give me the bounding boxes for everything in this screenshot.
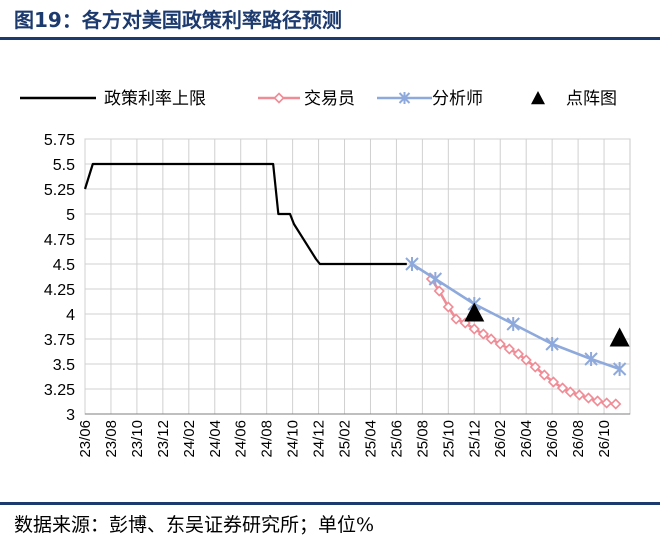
plot-frame (84, 138, 631, 415)
x-tick-label: 26/06 (544, 420, 561, 458)
x-tick-label: 25/08 (414, 420, 431, 458)
x-tick-label: 23/08 (103, 420, 120, 458)
y-tick-label: 3.25 (44, 382, 75, 399)
y-tick-label: 3 (66, 407, 75, 424)
diamond-marker (520, 354, 532, 366)
y-tick-label: 5.75 (44, 132, 75, 149)
x-tick-label: 25/02 (337, 420, 354, 458)
x-marker (584, 352, 598, 366)
gridlines (84, 138, 631, 415)
series-line (83, 162, 407, 266)
x-marker (428, 272, 443, 286)
triangle-marker (609, 327, 630, 347)
x-marker (506, 317, 520, 331)
diamond-marker (538, 369, 550, 381)
y-tick-label: 3.5 (53, 357, 75, 374)
diamond-marker (564, 386, 576, 398)
x-tick-label: 26/02 (492, 420, 509, 458)
x-axis-ticks: 23/06 23/08 23/10 23/12 24/02 24/04 24/06 24/08… (77, 420, 613, 458)
x-tick-label: 23/06 (77, 420, 94, 458)
x-marker (405, 257, 419, 271)
x-marker (545, 337, 559, 351)
x-tick-label: 26/04 (518, 420, 535, 458)
x-marker (398, 92, 411, 104)
x-tick-label: 25/04 (362, 420, 379, 458)
diamond-marker (582, 392, 595, 404)
data-source-note: 数据来源：彭博、东吴证券研究所；单位% (14, 514, 375, 536)
y-tick-label: 4 (66, 307, 75, 324)
rate-path-chart: 政策利率上限 交易员 分析师 点阵图 3 3.25 3.5 3.75 4 4.25 4.5 4.75… (20, 89, 631, 458)
y-tick-label: 5 (66, 207, 75, 224)
diamond-marker (601, 397, 613, 409)
diamond-marker (591, 395, 604, 407)
diamond-marker (477, 328, 490, 340)
y-axis-ticks: 3 3.25 3.5 3.75 4 4.25 4.5 4.75 5 5.25 5.5 5.75 (44, 132, 75, 424)
title-rule (0, 37, 660, 40)
x-tick-label: 24/04 (207, 420, 224, 458)
x-tick-label: 25/12 (466, 420, 483, 458)
y-tick-label: 5.5 (53, 157, 75, 174)
x-tick-label: 25/10 (440, 420, 457, 458)
diamond-marker (556, 382, 569, 394)
diamond-marker (547, 376, 560, 388)
x-tick-label: 23/12 (155, 420, 172, 458)
triangle-marker (464, 302, 485, 322)
x-tick-label: 24/10 (285, 420, 302, 458)
x-tick-label: 24/08 (259, 420, 276, 458)
x-tick-label: 23/10 (129, 420, 146, 458)
triangle-marker (531, 90, 545, 105)
y-tick-label: 5.25 (44, 182, 75, 199)
diamond-marker (442, 301, 454, 313)
series-line (430, 278, 616, 406)
x-tick-label: 24/12 (311, 420, 328, 458)
diamond-marker (494, 338, 506, 350)
legend-label: 政策利率上限 (104, 89, 206, 108)
diamond-marker (433, 285, 445, 297)
diamond-marker (512, 348, 525, 360)
x-tick-label: 24/02 (181, 420, 198, 458)
figure-title: 图19：各方对美国政策利率路径预测 (14, 8, 342, 32)
diamond-marker (529, 361, 541, 373)
x-tick-label: 26/10 (596, 420, 613, 458)
source-rule (0, 502, 660, 505)
diamond-marker (503, 343, 515, 355)
legend-label: 点阵图 (566, 89, 617, 108)
diamond-marker (273, 92, 285, 104)
diamond-marker (485, 333, 497, 345)
x-tick-label: 25/06 (388, 420, 405, 458)
x-tick-label: 26/08 (570, 420, 587, 458)
legend-label: 交易员 (304, 89, 355, 108)
legend-label: 分析师 (432, 89, 483, 108)
y-tick-label: 4.75 (44, 232, 75, 249)
legend: 政策利率上限 交易员 分析师 点阵图 (20, 89, 617, 108)
y-tick-label: 4.25 (44, 282, 75, 299)
x-tick-label: 24/06 (233, 420, 250, 458)
diamond-marker (468, 323, 480, 335)
diamond-marker (573, 389, 586, 401)
y-tick-label: 3.75 (44, 332, 75, 349)
diamond-marker (450, 313, 462, 325)
series-layer (83, 162, 630, 410)
y-tick-label: 4.5 (53, 257, 75, 274)
diamond-marker (610, 398, 622, 410)
x-marker (612, 362, 627, 376)
